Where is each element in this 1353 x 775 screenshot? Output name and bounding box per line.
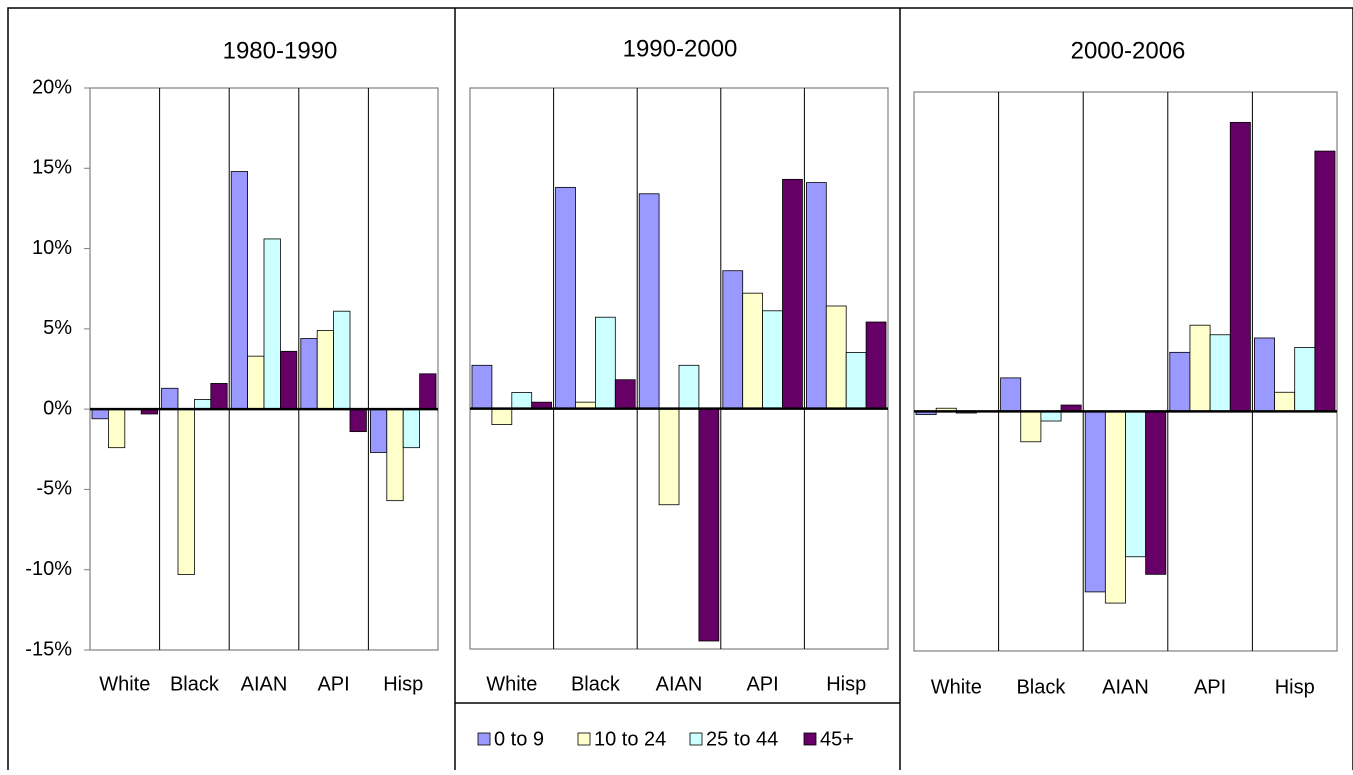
legend-label: 45+ xyxy=(820,728,854,750)
y-tick-label: 10% xyxy=(32,237,72,259)
chart-title: 1990-2000 xyxy=(623,35,738,62)
bar xyxy=(471,364,493,409)
bar xyxy=(1040,411,1062,422)
x-tick-label: Hisp xyxy=(1275,676,1315,698)
x-tick-label: Hisp xyxy=(826,673,866,695)
x-tick-label: API xyxy=(1194,676,1226,698)
plot-area xyxy=(469,87,889,650)
bar xyxy=(210,383,228,410)
bar xyxy=(1229,121,1251,412)
bar xyxy=(177,408,195,575)
legend-label: 0 to 9 xyxy=(494,728,544,750)
bar xyxy=(1084,411,1106,593)
legend-swatch xyxy=(803,732,817,746)
bar xyxy=(638,193,660,409)
bar xyxy=(806,182,827,409)
bar xyxy=(386,408,404,502)
chart-title: 2000-2006 xyxy=(1071,37,1186,64)
bar xyxy=(161,387,179,410)
bar xyxy=(91,408,109,420)
y-tick-label: 20% xyxy=(32,76,72,98)
bar xyxy=(1104,411,1126,604)
bar xyxy=(678,364,700,409)
bar xyxy=(825,305,847,409)
bar xyxy=(1000,377,1022,412)
y-tick-label: -5% xyxy=(36,478,72,500)
legend-label: 25 to 44 xyxy=(706,728,778,750)
legend-swatch xyxy=(477,732,491,746)
bar xyxy=(1254,337,1275,412)
y-tick-label: -15% xyxy=(25,638,72,660)
legend-swatch xyxy=(689,732,703,746)
y-tick-label: 0% xyxy=(43,397,72,419)
x-tick-label: API xyxy=(317,673,349,695)
x-tick-label: White xyxy=(486,673,537,695)
bar xyxy=(402,408,421,449)
plot-area xyxy=(913,91,1338,652)
plot-area xyxy=(89,87,439,651)
bar xyxy=(1314,150,1336,412)
x-tick-label: White xyxy=(99,673,150,695)
x-tick-label: White xyxy=(931,676,982,698)
y-tick-label: 5% xyxy=(43,317,72,339)
bar xyxy=(369,408,388,453)
bar xyxy=(742,292,764,409)
bar xyxy=(1125,411,1147,558)
bar xyxy=(300,338,318,410)
bar xyxy=(555,186,576,409)
bar xyxy=(1145,411,1167,575)
bar xyxy=(1274,391,1296,412)
bar xyxy=(279,350,298,410)
x-tick-label: API xyxy=(746,673,778,695)
x-tick-label: AIAN xyxy=(656,673,703,695)
bar xyxy=(865,321,887,409)
bar xyxy=(333,310,351,410)
x-tick-label: AIAN xyxy=(1102,676,1149,698)
bar xyxy=(762,310,783,409)
bar xyxy=(419,373,437,410)
bar xyxy=(247,355,265,410)
y-tick-label: -10% xyxy=(25,558,72,580)
bar xyxy=(1294,347,1316,412)
bar xyxy=(230,171,248,410)
bar xyxy=(108,408,126,449)
bar xyxy=(1169,351,1191,412)
bar xyxy=(595,316,616,409)
bar xyxy=(1020,411,1042,443)
bar xyxy=(722,270,744,409)
legend-swatch xyxy=(577,732,591,746)
x-tick-label: Black xyxy=(571,673,621,695)
bar xyxy=(1209,334,1231,412)
bar xyxy=(491,408,513,426)
y-tick-label: 15% xyxy=(32,157,72,179)
x-tick-label: AIAN xyxy=(241,673,288,695)
bar xyxy=(658,408,680,506)
x-tick-label: Hisp xyxy=(383,673,423,695)
bar xyxy=(845,352,867,409)
bar xyxy=(193,399,212,410)
bar xyxy=(614,379,636,409)
bar xyxy=(782,178,803,409)
bar xyxy=(698,408,720,642)
legend-label: 10 to 24 xyxy=(594,728,666,750)
bar xyxy=(511,392,533,409)
x-tick-label: Black xyxy=(170,673,220,695)
bar xyxy=(349,408,367,433)
bar xyxy=(263,238,281,410)
bar xyxy=(1189,324,1211,412)
frame xyxy=(7,7,1353,775)
x-tick-label: Black xyxy=(1016,676,1066,698)
bar xyxy=(316,330,335,410)
chart-title: 1980-1990 xyxy=(223,37,338,64)
